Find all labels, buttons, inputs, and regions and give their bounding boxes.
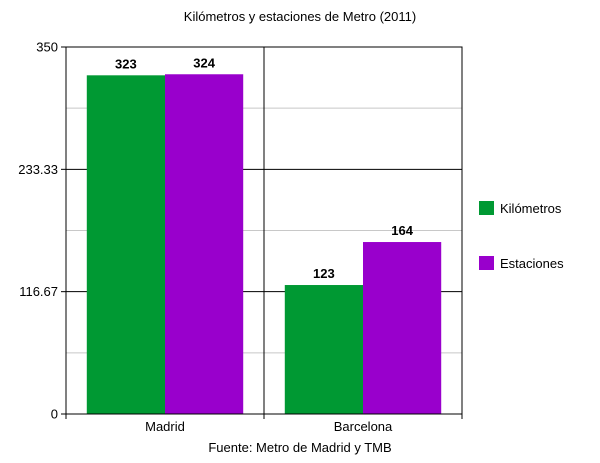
data-labels: 323 324 123 164: [115, 55, 414, 281]
x-tick-label: Barcelona: [334, 419, 393, 434]
y-tick-labels: 0 116.67 233.33 350: [18, 40, 58, 422]
data-label: 123: [313, 266, 335, 281]
legend-label: Estaciones: [500, 256, 564, 271]
legend-swatch: [479, 201, 494, 215]
chart-title: Kilómetros y estaciones de Metro (2011): [183, 9, 417, 24]
x-tick-label: Madrid: [145, 419, 185, 434]
bar-barcelona-1: [363, 242, 442, 414]
data-label: 324: [193, 55, 215, 70]
bars: [86, 74, 442, 415]
y-tick-label: 116.67: [19, 284, 58, 299]
bar-barcelona-0: [284, 285, 363, 414]
bar-madrid-0: [86, 75, 165, 414]
legend-label: Kilómetros: [500, 201, 562, 216]
data-label: 164: [391, 223, 413, 238]
y-tick-label: 0: [51, 407, 58, 422]
x-tick-labels: Madrid Barcelona: [145, 419, 393, 434]
data-label: 323: [115, 56, 137, 71]
y-tick-label: 233.33: [18, 162, 58, 177]
y-tick-label: 350: [36, 40, 58, 55]
bar-madrid-1: [165, 74, 244, 415]
chart-source: Fuente: Metro de Madrid y TMB: [208, 440, 392, 455]
axes: [61, 46, 463, 419]
legend: Kilómetros Estaciones: [479, 201, 564, 271]
legend-swatch: [479, 256, 494, 270]
